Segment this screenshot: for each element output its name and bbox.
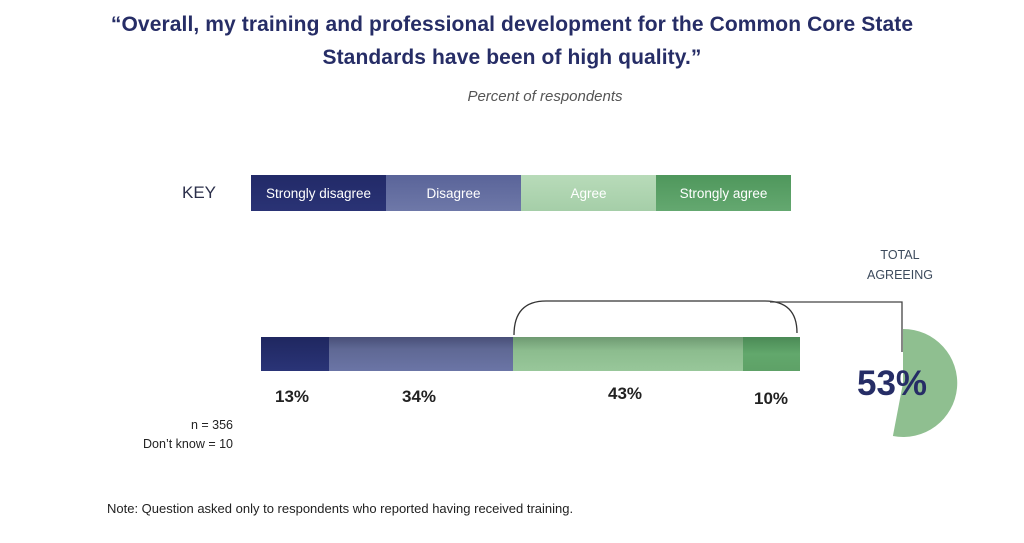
key-label: KEY — [182, 183, 217, 202]
bar-agree — [513, 337, 743, 371]
pct-disagree: 34% — [402, 387, 437, 406]
bar-strongly-agree — [743, 337, 800, 371]
total-agreeing-value: 53% — [857, 364, 928, 403]
pct-strongly-agree: 10% — [754, 389, 789, 408]
pct-strongly-disagree: 13% — [275, 387, 310, 406]
bar-strongly-disagree — [261, 337, 329, 371]
sample-size: n = 356 Don’t know = 10 — [120, 416, 233, 454]
footnote: Note: Question asked only to respondents… — [107, 501, 574, 516]
key-agree: Agree — [521, 175, 656, 211]
dont-know-count: Don’t know = 10 — [143, 437, 233, 451]
chart-subtitle: Percent of respondents — [467, 88, 623, 105]
key-disagree: Disagree — [386, 175, 521, 211]
chart-title: “Overall, my training and professional d… — [0, 8, 1024, 74]
key-strongly-agree: Strongly agree — [656, 175, 791, 211]
n-count: n = 356 — [190, 418, 233, 432]
agree-bracket — [513, 300, 798, 336]
title-line-1: “Overall, my training and professional d… — [110, 13, 914, 36]
bar-disagree — [329, 337, 513, 371]
title-line-2: Standards have been of high quality.” — [322, 46, 702, 69]
total-agreeing-label: TOTAL AGREEING — [867, 248, 933, 282]
pct-agree: 43% — [608, 384, 643, 403]
key-strongly-disagree: Strongly disagree — [251, 175, 386, 211]
total-agreeing-pie — [892, 328, 958, 437]
connector-line — [770, 301, 903, 352]
